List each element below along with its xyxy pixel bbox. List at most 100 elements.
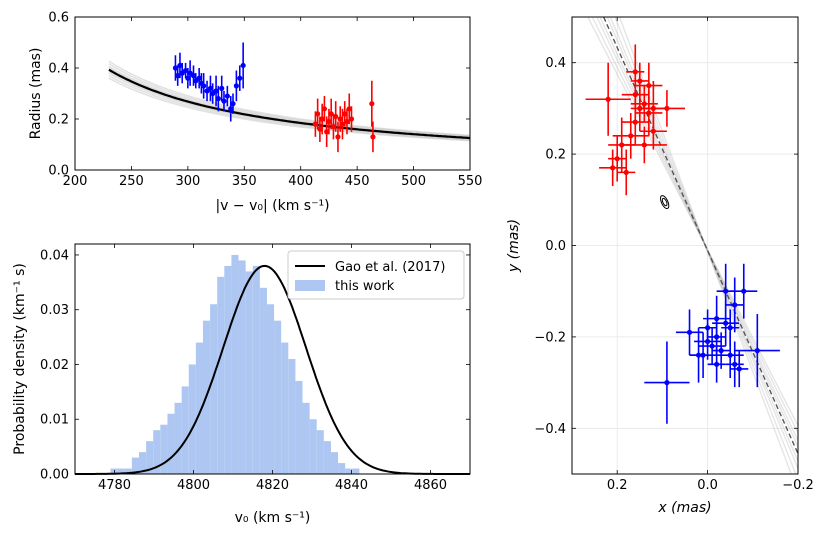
data-point bbox=[221, 98, 227, 104]
data-point bbox=[628, 133, 634, 139]
data-point bbox=[319, 116, 325, 122]
data-point bbox=[177, 62, 183, 69]
x-axis-label: x (mas) bbox=[657, 500, 711, 516]
y-tick-label: 0.0 bbox=[48, 164, 69, 179]
legend-label: this work bbox=[335, 279, 395, 294]
data-point bbox=[714, 316, 720, 322]
data-point bbox=[348, 116, 355, 122]
data-point bbox=[337, 116, 343, 122]
histogram-bar bbox=[117, 468, 125, 474]
histogram-bar bbox=[288, 359, 296, 474]
data-point bbox=[333, 113, 339, 120]
data-point bbox=[219, 85, 225, 91]
posterior-curve bbox=[108, 65, 470, 138]
data-point bbox=[641, 101, 647, 107]
posterior-curve bbox=[108, 70, 470, 140]
data-point bbox=[196, 75, 202, 81]
disk-axis-line bbox=[603, 17, 798, 456]
histogram-bar bbox=[146, 441, 154, 474]
posterior-curve bbox=[108, 72, 470, 140]
x-axis-label: |v − v₀| (km s⁻¹) bbox=[215, 198, 329, 214]
data-point bbox=[605, 96, 611, 102]
data-point bbox=[201, 83, 207, 89]
histogram-bar bbox=[259, 287, 267, 474]
histogram-bar bbox=[352, 468, 360, 474]
y-tick-label: 0.6 bbox=[48, 11, 69, 26]
legend-label: Gao et al. (2017) bbox=[335, 260, 445, 275]
histogram-bar bbox=[181, 386, 189, 474]
x-tick-label: 0.2 bbox=[607, 478, 628, 493]
y-tick-label: 0.2 bbox=[48, 113, 69, 128]
y-axis-label: Probability density (km⁻¹ s) bbox=[12, 263, 28, 455]
x-tick-label: 300 bbox=[175, 174, 200, 189]
x-tick-label: 4860 bbox=[414, 478, 447, 493]
data-point bbox=[686, 329, 693, 335]
data-point bbox=[646, 82, 652, 89]
data-point bbox=[240, 62, 246, 69]
y-tick-label: 0.02 bbox=[40, 358, 69, 373]
y-tick-label: 0.4 bbox=[545, 56, 566, 71]
y-axis-label: Radius (mas) bbox=[28, 48, 44, 140]
data-point bbox=[718, 348, 724, 354]
data-point bbox=[175, 73, 181, 79]
plot-area bbox=[108, 42, 470, 153]
posterior-curve bbox=[108, 74, 470, 141]
data-point bbox=[695, 352, 702, 358]
best-fit-curve bbox=[108, 68, 470, 140]
data-point bbox=[324, 129, 330, 135]
histogram-bar bbox=[266, 304, 275, 474]
y-tick-label: 0.0 bbox=[545, 239, 566, 254]
histogram-bar bbox=[281, 342, 289, 474]
data-point bbox=[727, 352, 733, 358]
x-tick-label: 550 bbox=[458, 174, 483, 189]
histogram-bar bbox=[167, 413, 175, 474]
data-point bbox=[369, 101, 375, 107]
data-point bbox=[312, 121, 318, 127]
data-point bbox=[705, 325, 711, 331]
sky-position-panel: 0.2 0.0 −0.2 −0.4 −0.2 0.0 0.2 0.4 x (mas) y (mas… bbox=[506, 16, 814, 516]
posterior-curve bbox=[108, 77, 470, 142]
data-point bbox=[224, 93, 230, 99]
data-point bbox=[183, 67, 189, 74]
histogram-bar bbox=[309, 419, 317, 474]
x-tick-label: 200 bbox=[63, 174, 88, 189]
histogram-bar bbox=[231, 254, 239, 474]
x-tick-label: 4820 bbox=[256, 478, 289, 493]
data-point bbox=[727, 325, 733, 331]
data-point bbox=[328, 111, 334, 117]
data-point bbox=[190, 73, 197, 79]
data-point bbox=[632, 69, 638, 75]
posterior-curve bbox=[108, 63, 470, 137]
data-point bbox=[233, 83, 239, 89]
plot-area bbox=[585, 17, 798, 474]
histogram-bar bbox=[160, 424, 168, 474]
x-tick-label: 450 bbox=[345, 174, 370, 189]
data-point bbox=[650, 128, 656, 134]
data-point bbox=[335, 134, 341, 140]
data-point bbox=[632, 119, 638, 125]
data-point bbox=[732, 361, 738, 367]
data-point bbox=[664, 380, 670, 386]
v0-histogram-panel: 4780 4800 4820 4840 4860 0.00 0.01 0.02 0.03 0.04… bbox=[12, 243, 471, 526]
histogram-bar bbox=[138, 452, 147, 474]
data-point bbox=[321, 106, 328, 112]
histogram-bar bbox=[245, 271, 253, 474]
data-point bbox=[714, 361, 720, 367]
data-point bbox=[339, 121, 346, 127]
data-point bbox=[646, 110, 652, 116]
histogram-bar bbox=[274, 320, 282, 474]
histogram-bar bbox=[302, 402, 310, 474]
histogram-bar bbox=[224, 265, 232, 474]
data-point bbox=[370, 134, 376, 140]
data-point bbox=[346, 106, 352, 112]
y-tick-label: −0.2 bbox=[534, 330, 566, 345]
data-point bbox=[215, 96, 221, 102]
data-point bbox=[315, 111, 321, 117]
legend: Gao et al. (2017) this work bbox=[287, 250, 465, 300]
data-point bbox=[754, 348, 760, 354]
data-point bbox=[614, 156, 620, 162]
x-tick-label: −0.2 bbox=[782, 478, 814, 493]
y-tick-label: −0.4 bbox=[534, 422, 566, 437]
data-point bbox=[709, 343, 715, 349]
